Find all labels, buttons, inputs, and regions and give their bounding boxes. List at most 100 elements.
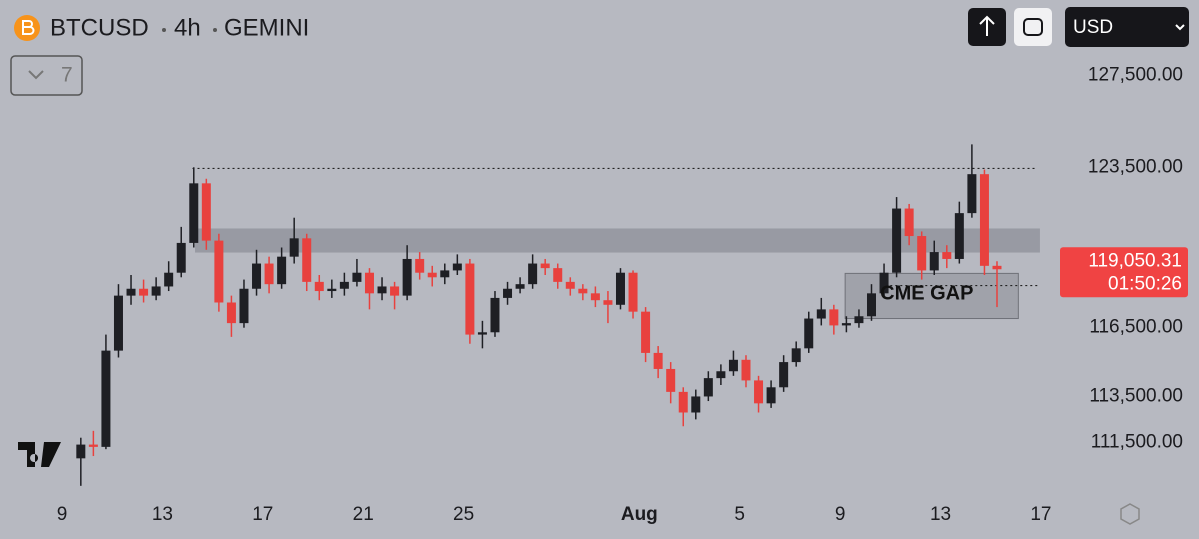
x-tick-label: 17 [252, 504, 273, 525]
separator [162, 28, 166, 32]
y-tick-label: 127,500.00 [1088, 65, 1183, 86]
candle-body [691, 396, 701, 413]
x-tick-label: 21 [353, 504, 374, 525]
fullscreen-button[interactable] [1014, 8, 1052, 46]
fullscreen-icon [1023, 18, 1043, 36]
symbol: BTCUSD [50, 14, 149, 41]
candle-body [641, 311, 651, 353]
candle-body [314, 281, 324, 292]
candle-body [139, 288, 149, 296]
candle-body [603, 300, 613, 305]
candle-body [540, 263, 550, 269]
x-tick-label: Aug [621, 504, 658, 525]
candle-body [615, 272, 625, 305]
candle-body [917, 236, 927, 271]
separator [213, 28, 217, 32]
candle-body [352, 272, 362, 282]
candle-body [565, 281, 575, 289]
candle-body [954, 213, 964, 259]
candle-body [252, 263, 262, 289]
candle-body [339, 281, 349, 289]
candle-body [440, 270, 450, 278]
candle-body [578, 288, 588, 294]
coin-glyph [22, 20, 35, 35]
candle-body [289, 238, 299, 257]
candle-body [879, 272, 889, 294]
plot-area [76, 144, 1040, 486]
x-tick-label: 13 [152, 504, 173, 525]
currency-select[interactable] [1065, 7, 1189, 47]
candle-body [515, 284, 525, 289]
x-tick-label: 5 [734, 504, 745, 525]
candle-body [402, 258, 412, 296]
candle-body [327, 288, 337, 292]
tv-logo [18, 442, 61, 467]
candle-body [390, 286, 400, 296]
candle-body [754, 380, 764, 404]
candle-body [126, 288, 136, 296]
candle-body [904, 208, 914, 237]
candle-body [716, 371, 726, 379]
candle-body [226, 302, 236, 324]
currency: USD [1073, 17, 1113, 38]
candle-body [942, 252, 952, 259]
dropdown-chevron [1175, 24, 1185, 31]
candle-body [829, 309, 839, 326]
candle-body [364, 272, 374, 294]
candle-body [967, 174, 977, 214]
candle-body [791, 348, 801, 363]
candle-body [88, 444, 98, 447]
price-badge [1060, 247, 1188, 298]
y-tick-label: 123,500.00 [1088, 156, 1183, 177]
candle-body [214, 240, 224, 303]
candle-body [666, 368, 676, 392]
last-price: 119,050.31 [1088, 250, 1182, 271]
candle-body [113, 295, 123, 351]
candle-body [415, 258, 425, 273]
candle-body [302, 238, 312, 282]
candle-body [465, 263, 475, 335]
settings-icon[interactable] [1120, 503, 1140, 525]
countdown: 01:50:26 [1108, 273, 1182, 294]
candle-body [503, 288, 513, 298]
chevron [28, 70, 44, 80]
exchange: GEMINI [224, 14, 309, 41]
candle-body [151, 286, 161, 296]
candle-body [490, 297, 500, 333]
candle-body [277, 256, 287, 285]
x-tick-label: 9 [835, 504, 846, 525]
candle-body [779, 362, 789, 388]
candle-body [678, 391, 688, 413]
candle-body [164, 272, 174, 287]
x-tick-label: 9 [57, 504, 68, 525]
x-tick-label: 17 [1030, 504, 1051, 525]
x-tick-label: 13 [930, 504, 951, 525]
candle-body [804, 318, 814, 349]
candle-body [239, 288, 249, 324]
candle-body [553, 268, 563, 282]
candle-body [101, 350, 111, 447]
candle-body [528, 263, 538, 285]
candle-body [703, 378, 713, 397]
indicator-count: 7 [61, 64, 73, 87]
zone-label: CME GAP [880, 282, 973, 304]
up-arrow [979, 15, 995, 36]
interval: 4h [174, 14, 201, 41]
candle-body [590, 293, 600, 301]
candle-body [741, 359, 751, 381]
candle-body [892, 208, 902, 273]
candle-body [653, 352, 663, 369]
candle-body [452, 263, 462, 271]
candle-body [816, 309, 826, 319]
y-tick-label: 111,500.00 [1091, 431, 1183, 452]
candle-body [854, 316, 864, 324]
candle-body [189, 183, 199, 243]
candle-body [766, 387, 776, 404]
candle-body [427, 272, 437, 278]
candle-body [201, 183, 211, 241]
candle-body [841, 323, 851, 326]
candle-body [264, 263, 274, 285]
indicator-toggle[interactable] [10, 55, 83, 96]
candle-body [929, 252, 939, 271]
